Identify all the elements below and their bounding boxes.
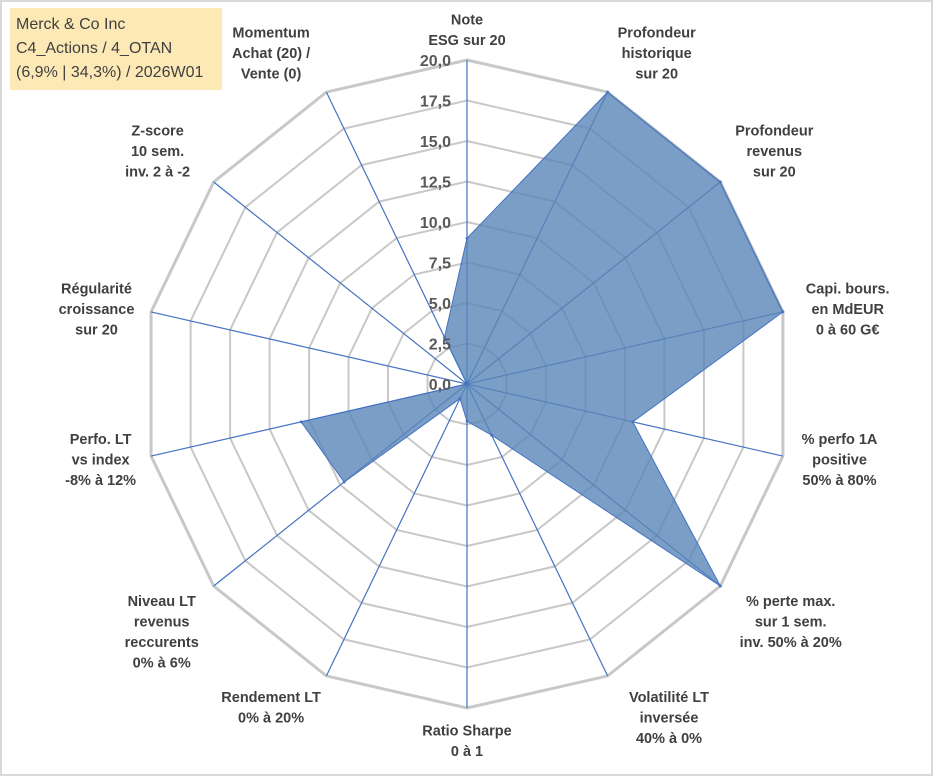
axis-label-line: Rendement LT	[221, 690, 321, 706]
axis-label-line: vs index	[72, 453, 130, 469]
axis-label: Profondeur historique sur 20	[618, 26, 696, 83]
axis-label-line: 40% à 0%	[636, 731, 702, 747]
tick-label: 17,5	[420, 94, 451, 111]
axis-spoke	[150, 311, 468, 385]
chart-title-line: (6,9% | 34,3%) / 2026W01	[16, 64, 204, 81]
tick-label: 15,0	[420, 134, 451, 151]
axis-label-line: 50% à 80%	[802, 473, 876, 489]
chart-title-box: Merck & Co Inc C4_Actions / 4_OTAN (6,9%…	[10, 8, 222, 90]
axis-label-line: ESG sur 20	[428, 33, 505, 49]
axis-label-line: 0 à 60 G€	[816, 323, 880, 339]
data-point	[458, 397, 462, 401]
data-point	[465, 419, 469, 423]
axis-label-line: sur 20	[635, 67, 678, 83]
axis-label-line: Perfo. LT	[70, 432, 132, 448]
axis-label-line: sur 20	[75, 323, 118, 339]
data-point	[631, 420, 635, 424]
axis-spoke	[325, 91, 468, 385]
axis-label-line: Momentum	[232, 26, 309, 42]
tick-label: 20,0	[420, 53, 451, 70]
axis-label: % perte max. sur 1 sem. inv. 50% à 20%	[740, 594, 842, 651]
axis-label: Profondeur revenus sur 20	[735, 123, 813, 180]
data-point	[443, 335, 446, 339]
axis-label-line: Capi. bours.	[806, 282, 890, 298]
axis-label: % perfo 1A positive 50% à 80%	[802, 432, 878, 489]
axis-label-line: % perte max.	[746, 594, 835, 610]
axis-label-line: sur 20	[753, 164, 796, 180]
axis-label-line: 0% à 20%	[238, 711, 304, 727]
axis-label-line: Profondeur	[618, 26, 696, 42]
axis-label-line: Volatilité LT	[629, 690, 709, 706]
data-point	[465, 382, 469, 386]
axis-label-line: inv. 2 à -2	[125, 164, 190, 180]
tick-label: 0,0	[429, 377, 451, 394]
data-point	[718, 584, 722, 588]
tick-label: 10,0	[420, 215, 451, 232]
data-point	[342, 480, 346, 484]
tick-label: 2,5	[429, 337, 451, 354]
axis-label-line: % perfo 1A	[802, 432, 878, 448]
axis-label-line: 0 à 1	[451, 744, 483, 760]
axis-spoke	[325, 383, 468, 677]
axis-label: Volatilité LT inversée 40% à 0%	[629, 690, 709, 747]
axis-label-line: revenus	[746, 144, 802, 160]
axis-label-line: inv. 50% à 20%	[740, 635, 842, 651]
axis-label-line: Vente (0)	[241, 67, 302, 83]
axis-label-line: 0% à 6%	[133, 656, 191, 672]
axis-label-line: inversée	[640, 711, 699, 727]
axis-label-line: Achat (20) /	[232, 46, 310, 62]
data-point	[781, 310, 785, 314]
tick-label: 5,0	[429, 296, 451, 313]
axis-label-line: Z-score	[131, 123, 183, 139]
axis-label: Perfo. LT vs index -8% à 12%	[65, 432, 136, 489]
axis-label: Z-score 10 sem. inv. 2 à -2	[125, 123, 190, 180]
axis-label: Niveau LT revenus reccurents 0% à 6%	[125, 594, 199, 672]
axis-label: Rendement LT 0% à 20%	[221, 690, 321, 727]
axis-label-line: Niveau LT	[128, 594, 196, 610]
axis-label-line: Régularité	[61, 282, 132, 298]
axis-label-line: revenus	[134, 615, 190, 631]
data-point	[718, 180, 722, 184]
axis-label-line: -8% à 12%	[65, 473, 136, 489]
axis-label-line: Ratio Sharpe	[422, 724, 511, 740]
axis-label-line: croissance	[59, 302, 135, 318]
axis-label: Ratio Sharpe 0 à 1	[422, 724, 511, 761]
axis-label-line: en MdEUR	[811, 302, 884, 318]
axis-label-line: reccurents	[125, 635, 199, 651]
data-point	[299, 420, 303, 424]
axis-label-line: 10 sem.	[131, 144, 184, 160]
tick-label: 7,5	[429, 256, 451, 273]
axis-label-line: Note	[451, 13, 483, 29]
data-point	[606, 90, 610, 94]
chart-title-line: C4_Actions / 4_OTAN	[16, 40, 173, 57]
axis-label-line: historique	[622, 46, 692, 62]
axis-spoke	[213, 181, 468, 385]
axis-label: Note ESG sur 20	[428, 13, 505, 50]
data-point	[465, 236, 469, 240]
axis-label: Régularité croissance sur 20	[59, 282, 135, 339]
tick-label: 12,5	[420, 175, 451, 192]
data-point	[490, 433, 494, 437]
chart-title-line: Merck & Co Inc	[16, 16, 126, 33]
axis-label: Capi. bours. en MdEUR 0 à 60 G€	[806, 282, 890, 339]
axis-label-line: Profondeur	[735, 123, 813, 139]
data-series-area	[300, 91, 784, 587]
axis-label-line: positive	[812, 453, 867, 469]
axis-label: Momentum Achat (20) / Vente (0)	[232, 26, 310, 83]
axis-label-line: sur 1 sem.	[755, 615, 827, 631]
